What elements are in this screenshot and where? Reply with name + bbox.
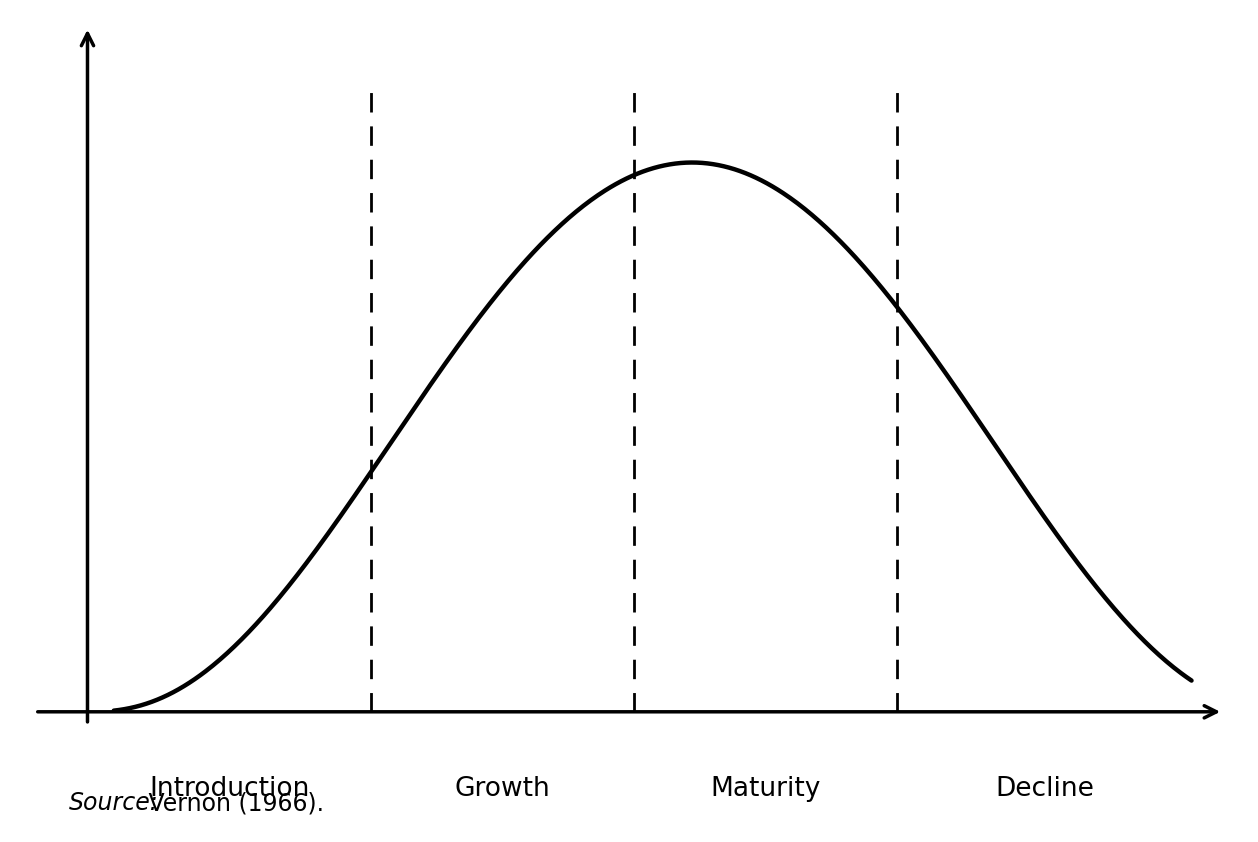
Text: Introduction: Introduction bbox=[150, 776, 309, 802]
Text: Vernon (1966).: Vernon (1966). bbox=[141, 791, 323, 815]
Text: Maturity: Maturity bbox=[711, 776, 821, 802]
Text: Source:: Source: bbox=[69, 791, 159, 815]
Text: Decline: Decline bbox=[995, 776, 1093, 802]
Text: Growth: Growth bbox=[455, 776, 551, 802]
